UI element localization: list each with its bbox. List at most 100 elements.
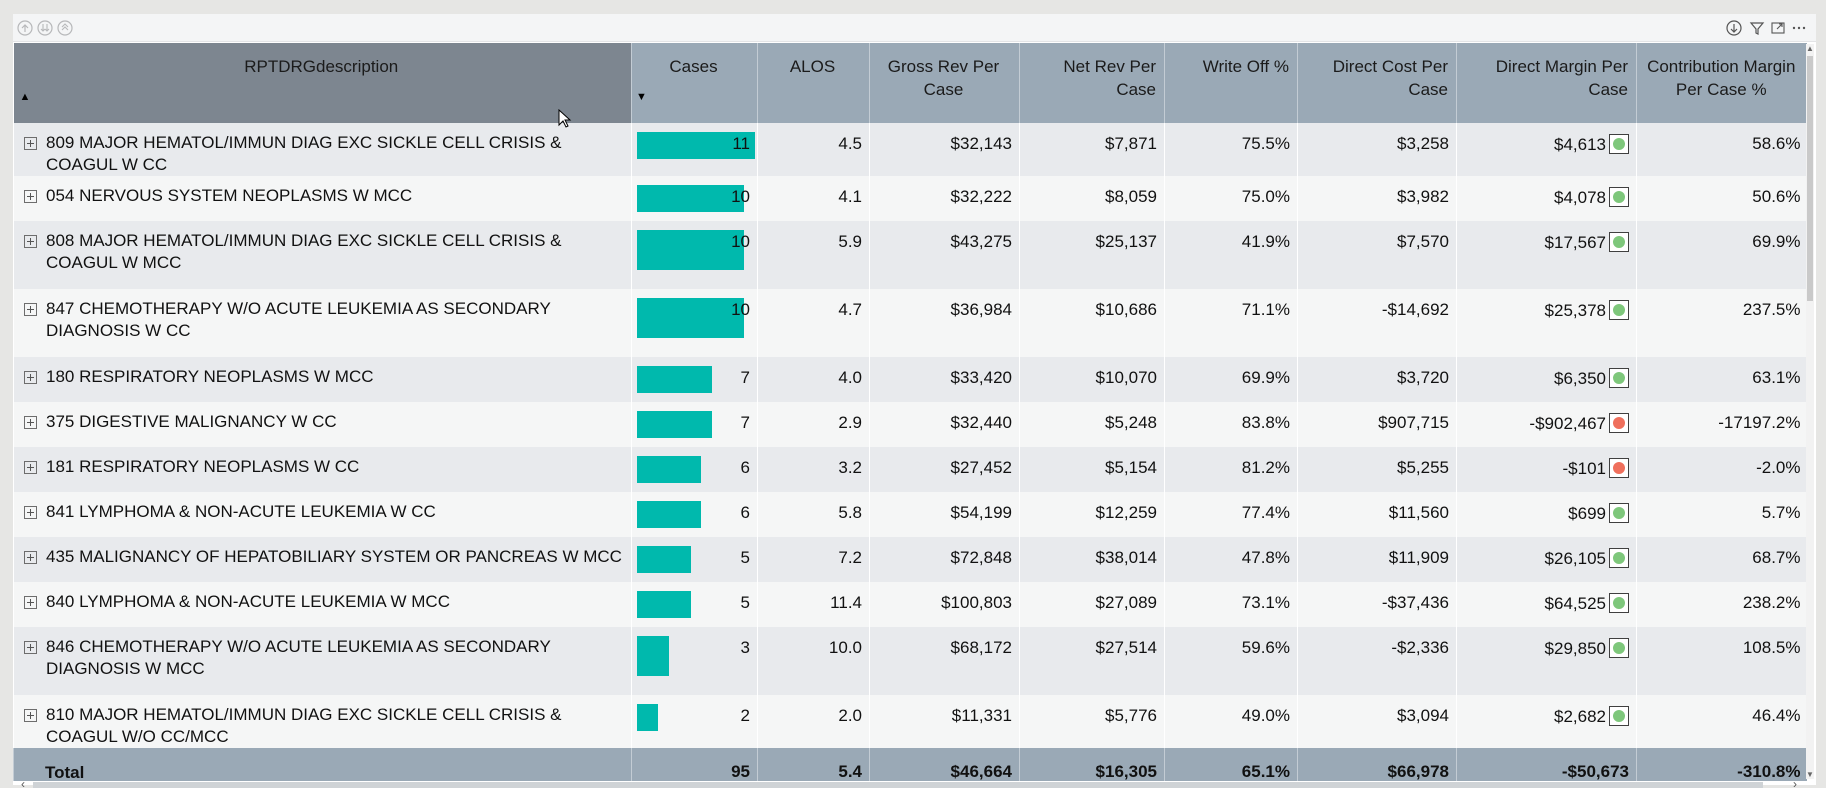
column-header-direct-cost[interactable]: Direct Cost Per Case	[1297, 43, 1457, 123]
row-alos: 2.9	[757, 402, 870, 447]
row-cases: 6	[740, 458, 750, 477]
row-description-cell: 810 MAJOR HEMATOL/IMMUN DIAG EXC SICKLE …	[13, 695, 632, 748]
vertical-scroll-thumb[interactable]	[1807, 56, 1813, 301]
scroll-down-icon[interactable]: ▼	[1806, 770, 1814, 779]
row-alos: 4.7	[757, 289, 870, 357]
row-description-cell: 841 LYMPHOMA & NON-ACUTE LEUKEMIA W CC	[13, 492, 632, 537]
table-row[interactable]: 181 RESPIRATORY NEOPLASMS W CC 6 3.2 $27,45…	[13, 447, 1807, 492]
row-direct-margin-cell: $17,567	[1456, 221, 1637, 289]
table-row[interactable]: 846 CHEMOTHERAPY W/O ACUTE LEUKEMIA AS S…	[13, 627, 1807, 695]
row-direct-margin: $25,378	[1544, 301, 1606, 320]
row-gross-rev: $33,420	[869, 357, 1020, 402]
row-description-cell: 375 DIGESTIVE MALIGNANCY W CC	[13, 402, 632, 447]
filter-icon[interactable]	[1749, 20, 1765, 36]
expand-row-icon[interactable]	[24, 137, 37, 150]
row-gross-rev: $32,143	[869, 123, 1020, 176]
row-cases: 7	[740, 413, 750, 432]
row-description-cell: 808 MAJOR HEMATOL/IMMUN DIAG EXC SICKLE …	[13, 221, 632, 289]
expand-row-icon[interactable]	[24, 709, 37, 722]
horizontal-scrollbar[interactable]: ‹ ›	[13, 777, 1807, 788]
expand-row-icon[interactable]	[24, 551, 37, 564]
table-row[interactable]: 180 RESPIRATORY NEOPLASMS W MCC 7 4.0 $33,4…	[13, 357, 1807, 402]
column-header-gross-rev[interactable]: Gross Rev Per Case	[869, 43, 1020, 123]
table-row[interactable]: 435 MALIGNANCY OF HEPATOBILIARY SYSTEM O…	[13, 537, 1807, 582]
row-description: 810 MAJOR HEMATOL/IMMUN DIAG EXC SICKLE …	[46, 705, 562, 746]
drill-up-icon[interactable]	[17, 20, 33, 36]
row-description-cell: 846 CHEMOTHERAPY W/O ACUTE LEUKEMIA AS S…	[13, 627, 632, 695]
total-alos: 5.4	[757, 748, 870, 781]
row-write-off: 73.1%	[1164, 582, 1298, 627]
expand-row-icon[interactable]	[24, 371, 37, 384]
row-direct-margin-cell: $4,613	[1456, 123, 1637, 176]
row-direct-margin: $699	[1568, 504, 1606, 523]
table-row[interactable]: 810 MAJOR HEMATOL/IMMUN DIAG EXC SICKLE …	[13, 695, 1807, 748]
green-status-indicator-icon	[1609, 300, 1629, 320]
column-header-description[interactable]: RPTDRGdescription ▲	[13, 43, 632, 123]
green-status-indicator-icon	[1609, 548, 1629, 568]
expand-row-icon[interactable]	[24, 190, 37, 203]
row-gross-rev: $32,222	[869, 176, 1020, 221]
total-label: Total	[13, 748, 632, 781]
expand-row-icon[interactable]	[24, 641, 37, 654]
expand-row-icon[interactable]	[24, 235, 37, 248]
row-cases: 5	[740, 593, 750, 612]
vertical-scrollbar[interactable]: ▲ ▼	[1806, 44, 1814, 779]
data-table: RPTDRGdescription ▲ Cases ▼ ALOS Gross Rev…	[13, 43, 1807, 781]
row-description-cell: 847 CHEMOTHERAPY W/O ACUTE LEUKEMIA AS S…	[13, 289, 632, 357]
column-header-cases[interactable]: Cases ▼	[631, 43, 758, 123]
cases-data-bar	[637, 456, 701, 483]
table-row[interactable]: 809 MAJOR HEMATOL/IMMUN DIAG EXC SICKLE …	[13, 123, 1807, 176]
header-row: RPTDRGdescription ▲ Cases ▼ ALOS Gross Rev…	[13, 43, 1807, 123]
green-status-indicator-icon	[1609, 232, 1629, 252]
horizontal-scroll-thumb[interactable]	[33, 782, 1763, 788]
cases-data-bar	[637, 704, 658, 731]
row-direct-margin: $4,078	[1554, 188, 1606, 207]
column-header-alos[interactable]: ALOS	[757, 43, 870, 123]
expand-row-icon[interactable]	[24, 596, 37, 609]
row-contribution-margin: 108.5%	[1636, 627, 1807, 695]
scroll-up-icon[interactable]: ▲	[1806, 44, 1814, 53]
row-cases: 11	[732, 134, 750, 153]
row-cases-cell: 10	[631, 289, 758, 357]
expand-row-icon[interactable]	[24, 303, 37, 316]
row-direct-margin: $64,525	[1544, 594, 1606, 613]
table-row[interactable]: 840 LYMPHOMA & NON-ACUTE LEUKEMIA W MCC 5…	[13, 582, 1807, 627]
row-cases-cell: 2	[631, 695, 758, 748]
drill-mode-icon[interactable]	[1726, 20, 1742, 36]
row-write-off: 41.9%	[1164, 221, 1298, 289]
expand-row-icon[interactable]	[24, 461, 37, 474]
more-options-icon[interactable]	[1791, 20, 1807, 36]
row-direct-cost: -$37,436	[1297, 582, 1457, 627]
row-direct-margin-cell: $699	[1456, 492, 1637, 537]
total-direct-cost: $66,978	[1297, 748, 1457, 781]
column-header-net-rev[interactable]: Net Rev Per Case	[1019, 43, 1165, 123]
table-row[interactable]: 375 DIGESTIVE MALIGNANCY W CC 7 2.9 $32,440…	[13, 402, 1807, 447]
table-visual: RPTDRGdescription ▲ Cases ▼ ALOS Gross Rev…	[13, 14, 1816, 788]
row-alos: 2.0	[757, 695, 870, 748]
table-row[interactable]: 054 NERVOUS SYSTEM NEOPLASMS W MCC 10 4.1 $…	[13, 176, 1807, 221]
row-cases-cell: 10	[631, 176, 758, 221]
row-direct-cost: -$14,692	[1297, 289, 1457, 357]
row-alos: 4.0	[757, 357, 870, 402]
row-net-rev: $38,014	[1019, 537, 1165, 582]
table-row[interactable]: 808 MAJOR HEMATOL/IMMUN DIAG EXC SICKLE …	[13, 221, 1807, 289]
row-direct-cost: -$2,336	[1297, 627, 1457, 695]
row-contribution-margin: -17197.2%	[1636, 402, 1807, 447]
row-net-rev: $8,059	[1019, 176, 1165, 221]
scroll-left-icon[interactable]: ‹	[21, 777, 25, 788]
column-header-contribution-margin[interactable]: Contribution Margin Per Case %	[1636, 43, 1807, 123]
cases-data-bar	[637, 591, 691, 618]
column-header-write-off[interactable]: Write Off %	[1164, 43, 1298, 123]
focus-mode-icon[interactable]	[1770, 20, 1786, 36]
expand-row-icon[interactable]	[24, 416, 37, 429]
table-row[interactable]: 847 CHEMOTHERAPY W/O ACUTE LEUKEMIA AS S…	[13, 289, 1807, 357]
row-contribution-margin: 63.1%	[1636, 357, 1807, 402]
row-cases-cell: 7	[631, 402, 758, 447]
column-header-direct-margin[interactable]: Direct Margin Per Case	[1456, 43, 1637, 123]
scroll-right-icon[interactable]: ›	[1793, 777, 1797, 788]
row-write-off: 83.8%	[1164, 402, 1298, 447]
drill-down-icon[interactable]	[37, 20, 53, 36]
expand-row-icon[interactable]	[24, 506, 37, 519]
table-row[interactable]: 841 LYMPHOMA & NON-ACUTE LEUKEMIA W CC 6 5…	[13, 492, 1807, 537]
expand-all-icon[interactable]	[57, 20, 73, 36]
